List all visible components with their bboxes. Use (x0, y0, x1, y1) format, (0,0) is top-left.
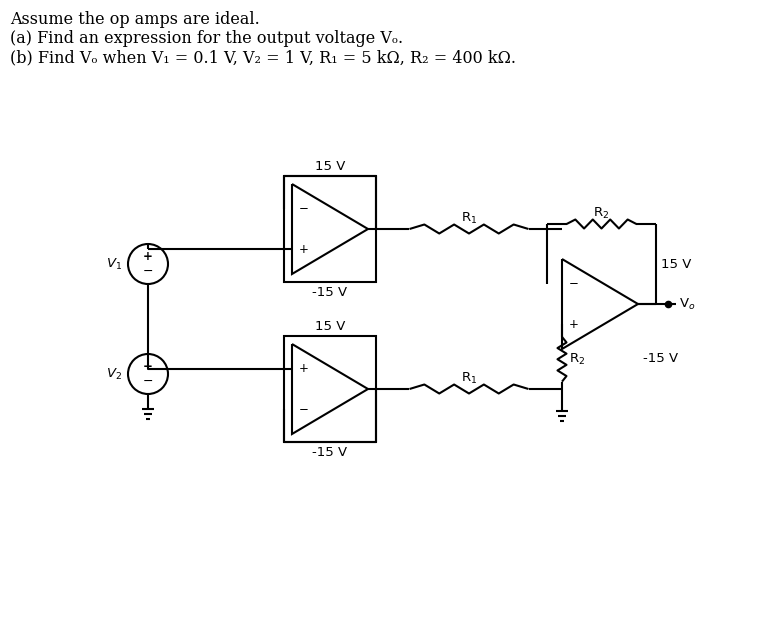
Text: R$_2$: R$_2$ (569, 352, 585, 367)
Text: R$_1$: R$_1$ (461, 210, 477, 225)
Text: V$_2$: V$_2$ (106, 366, 122, 381)
Text: +: + (143, 360, 153, 373)
Text: V$_1$: V$_1$ (106, 256, 122, 272)
Text: R$_2$: R$_2$ (594, 206, 610, 220)
Bar (284, 336, 376, 442)
Text: −: − (143, 375, 153, 388)
Text: 15 V: 15 V (661, 258, 691, 271)
Text: (b) Find Vₒ when V₁ = 0.1 V, V₂ = 1 V, R₁ = 5 kΩ, R₂ = 400 kΩ.: (b) Find Vₒ when V₁ = 0.1 V, V₂ = 1 V, R… (10, 49, 516, 66)
Text: −: − (299, 403, 309, 416)
Text: -15 V: -15 V (643, 352, 678, 365)
Text: Assume the op amps are ideal.: Assume the op amps are ideal. (10, 11, 260, 28)
Text: −: − (569, 277, 579, 290)
Text: R$_1$: R$_1$ (461, 370, 477, 386)
Text: -15 V: -15 V (312, 446, 348, 459)
Text: 15 V: 15 V (315, 320, 346, 333)
Text: +: + (299, 243, 309, 256)
Text: +: + (143, 250, 153, 263)
Text: −: − (299, 202, 309, 215)
Text: +: + (299, 362, 309, 375)
Text: −: − (143, 265, 153, 278)
Text: +: + (569, 318, 579, 331)
Text: -15 V: -15 V (312, 286, 348, 299)
Text: 15 V: 15 V (315, 160, 346, 173)
Text: (a) Find an expression for the output voltage Vₒ.: (a) Find an expression for the output vo… (10, 30, 404, 47)
Bar (284, 176, 376, 282)
Text: V$_o$: V$_o$ (679, 297, 696, 311)
